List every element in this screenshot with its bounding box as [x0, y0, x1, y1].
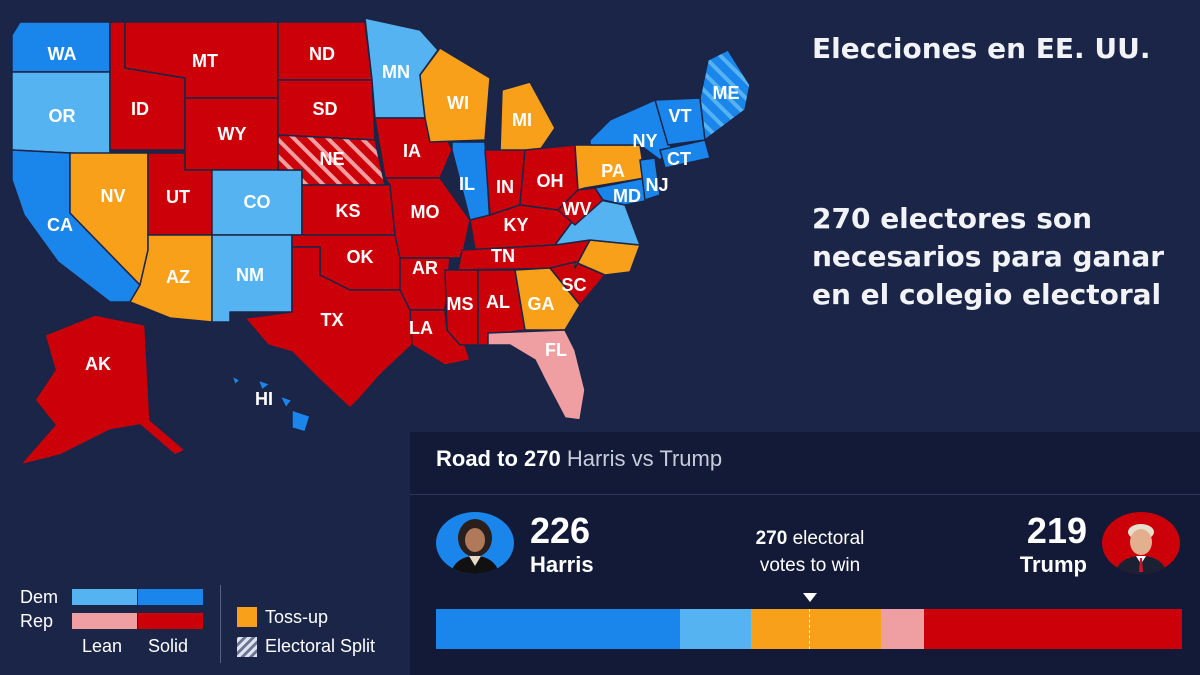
harris-votes: 226	[530, 510, 591, 551]
harris-name: Harris	[530, 552, 594, 577]
win-text-2: votes to win	[759, 555, 861, 576]
label-GA: GA	[528, 294, 555, 314]
legend-dem-label: Dem	[20, 587, 59, 607]
label-PA: PA	[601, 161, 625, 181]
win-number: 270	[755, 528, 788, 549]
bar-segment-solid-rep	[923, 609, 1182, 649]
legend-lean-rep-swatch	[72, 613, 137, 629]
label-AK: AK	[85, 354, 111, 374]
state-MD[interactable]	[594, 177, 651, 206]
label-OR: OR	[49, 106, 76, 126]
bar-segment-lean-dem	[679, 609, 751, 649]
label-CA: CA	[47, 215, 73, 235]
trump-avatar	[1102, 512, 1180, 574]
label-KY: KY	[503, 215, 528, 235]
label-TX: TX	[320, 310, 343, 330]
harris-avatar	[436, 512, 514, 574]
label-SD: SD	[312, 99, 337, 119]
trump-portrait-icon	[1111, 513, 1171, 574]
legend-divider	[220, 585, 221, 663]
road-to-270-panel: Road to 270 Harris vs Trump 226 Harris 2…	[410, 432, 1200, 675]
label-LA: LA	[409, 318, 433, 338]
state-WI[interactable]	[419, 47, 491, 143]
label-IL: IL	[459, 174, 475, 194]
us-electoral-map: WA OR CA ID NV MT WY UT AZ CO NM ND SD N…	[11, 17, 751, 466]
label-NE: NE	[319, 149, 344, 169]
label-VT: VT	[668, 106, 691, 126]
state-TX[interactable]	[244, 246, 413, 409]
win-threshold-line	[809, 609, 810, 649]
label-HI: HI	[255, 389, 273, 409]
label-UT: UT	[166, 187, 190, 207]
label-NV: NV	[100, 186, 125, 206]
label-MN: MN	[382, 62, 410, 82]
headline-title: Elecciones en EE. UU.	[812, 32, 1151, 65]
panel-title: Road to 270 Harris vs Trump	[436, 446, 722, 472]
label-WV: WV	[563, 199, 592, 219]
harris-portrait-icon	[445, 513, 505, 574]
win-text-1: electoral	[792, 528, 865, 549]
label-NY: NY	[632, 131, 657, 151]
legend-split-swatch	[237, 637, 257, 657]
headline-subtitle: 270 electores son necesarios para ganar …	[812, 202, 1165, 311]
label-AL: AL	[486, 292, 510, 312]
label-CO: CO	[244, 192, 271, 212]
label-NM: NM	[236, 265, 264, 285]
state-FL[interactable]	[487, 329, 586, 421]
label-IN: IN	[496, 177, 514, 197]
bar-segment-toss-up	[750, 609, 881, 649]
votes-to-win-label: 270 electoral votes to win	[700, 525, 920, 579]
legend-solid-dem-swatch	[138, 589, 203, 605]
label-MS: MS	[447, 294, 474, 314]
legend-solid-label: Solid	[148, 636, 189, 656]
label-ME: ME	[713, 83, 740, 103]
label-NJ: NJ	[645, 175, 668, 195]
label-WY: WY	[218, 124, 247, 144]
label-OK: OK	[347, 247, 374, 267]
label-KS: KS	[335, 201, 360, 221]
panel-divider	[410, 494, 1200, 495]
label-IA: IA	[403, 141, 421, 161]
bar-segment-solid-dem	[436, 609, 680, 649]
label-SC: SC	[561, 275, 586, 295]
panel-title-bold: Road to 270	[436, 446, 561, 471]
label-WA: WA	[48, 44, 77, 64]
panel-title-sub: Harris vs Trump	[566, 446, 723, 471]
label-MO: MO	[411, 202, 440, 222]
electoral-vote-bar	[436, 609, 1182, 649]
state-MS[interactable]	[444, 269, 479, 346]
label-MD: MD	[613, 186, 641, 206]
label-FL: FL	[545, 340, 567, 360]
state-CT[interactable]	[659, 139, 711, 169]
win-threshold-marker	[803, 593, 817, 602]
label-AZ: AZ	[166, 267, 190, 287]
trump-votes: 219	[1026, 510, 1087, 551]
legend-split-label: Electoral Split	[265, 636, 376, 656]
label-TN: TN	[491, 246, 515, 266]
label-AR: AR	[412, 258, 438, 278]
map-legend: Dem Rep Lean Solid Toss-up Electoral Spl…	[0, 575, 410, 675]
legend-toss-up-swatch	[237, 607, 257, 627]
label-WI: WI	[447, 93, 469, 113]
state-AK[interactable]	[19, 314, 186, 466]
state-GA[interactable]	[514, 267, 581, 331]
legend-lean-dem-swatch	[72, 589, 137, 605]
legend-solid-rep-swatch	[138, 613, 203, 629]
label-MI: MI	[512, 110, 532, 130]
legend-rep-label: Rep	[20, 611, 54, 631]
legend-toss-up-label: Toss-up	[265, 607, 329, 627]
trump-name: Trump	[1019, 552, 1087, 577]
state-NJ[interactable]	[639, 157, 661, 201]
label-ND: ND	[309, 44, 335, 64]
label-OH: OH	[537, 171, 564, 191]
legend-lean-label: Lean	[82, 636, 123, 656]
bar-segment-lean-rep	[880, 609, 924, 649]
label-CT: CT	[667, 149, 691, 169]
label-MT: MT	[192, 51, 218, 71]
label-ID: ID	[131, 99, 149, 119]
state-MI[interactable]	[499, 81, 556, 153]
state-ME[interactable]	[699, 49, 751, 141]
state-HI[interactable]	[231, 375, 311, 433]
